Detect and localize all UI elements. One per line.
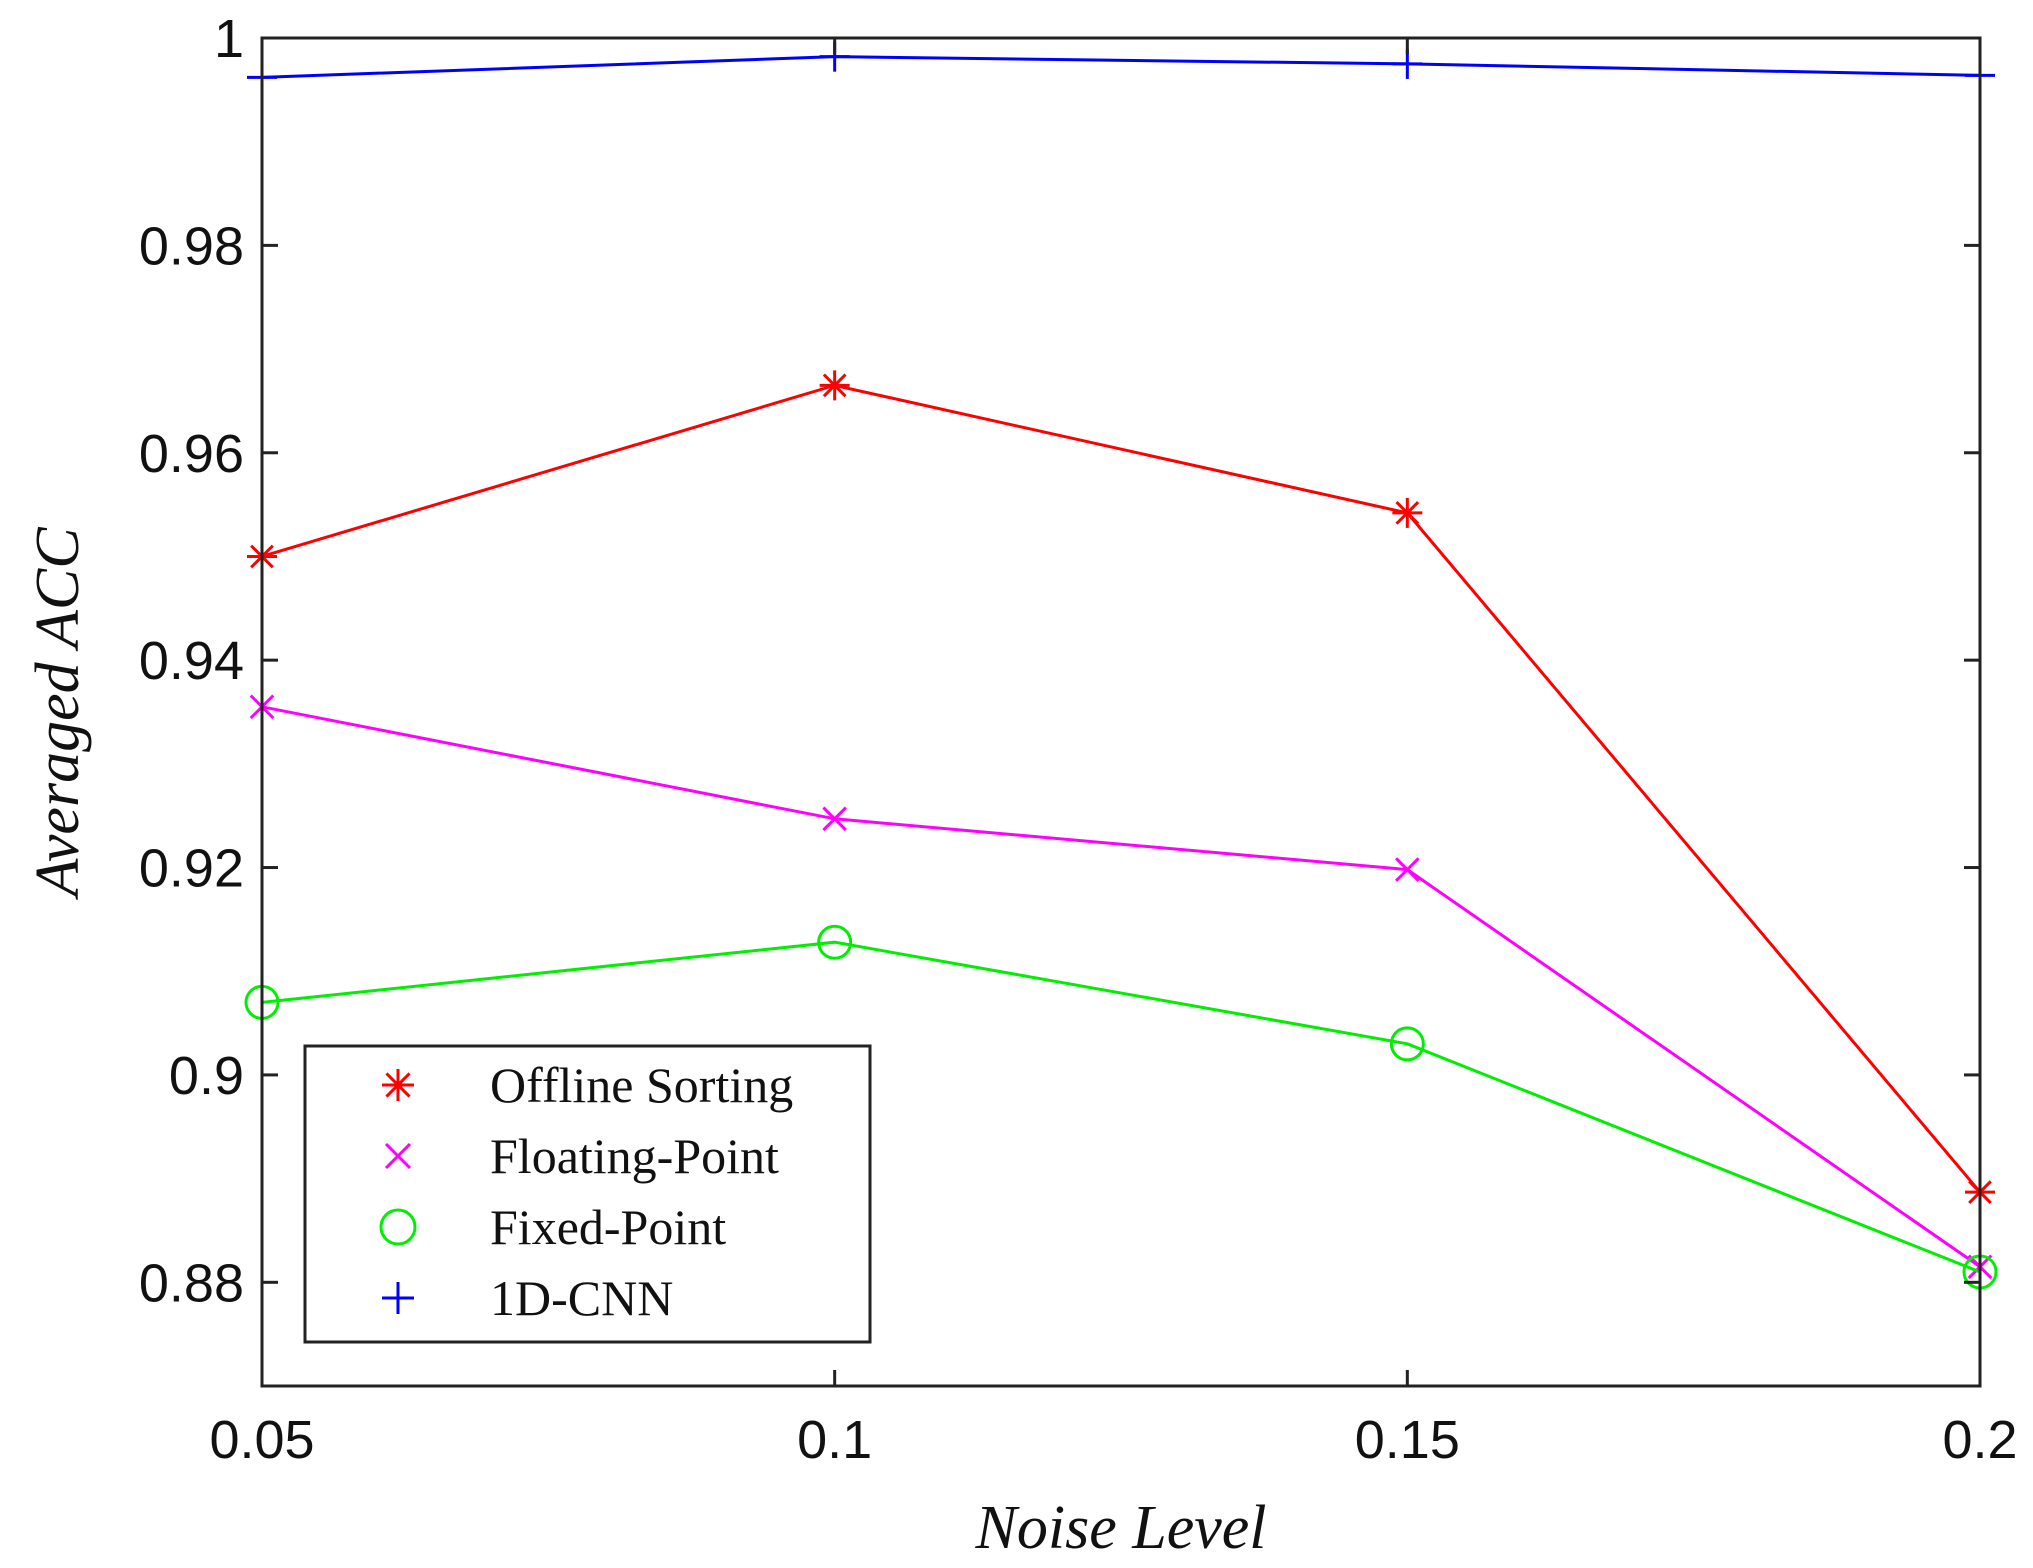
series-line — [261, 940, 1981, 1274]
series-layer — [244, 41, 1998, 1290]
x-tick-label: 0.15 — [1355, 1410, 1460, 1470]
legend-entry: Fixed-Point — [379, 1199, 726, 1255]
data-point — [382, 1069, 414, 1101]
series-line — [261, 55, 1981, 79]
x-tick-label: 0.2 — [1942, 1410, 2017, 1470]
x-tick-label: 0.1 — [797, 1410, 872, 1470]
legend-entry: Offline Sorting — [382, 1057, 793, 1113]
y-tick-label: 0.92 — [139, 839, 244, 899]
x-axis: 0.05 0.1 0.15 0.2 — [209, 38, 2018, 1470]
y-tick-label: 0.98 — [139, 216, 244, 276]
series-line — [261, 705, 1981, 1268]
y-axis: 0.88 0.9 0.92 0.94 0.96 0.98 1 — [139, 9, 1980, 1313]
data-point — [1389, 1026, 1425, 1062]
legend-label: Floating-Point — [490, 1128, 779, 1184]
legend-label: Offline Sorting — [490, 1057, 793, 1113]
data-point — [817, 924, 853, 960]
series-line — [261, 383, 1982, 1194]
legend: Offline Sorting Floating-Point Fixed-Point… — [303, 1044, 872, 1344]
legend-label: 1D-CNN — [490, 1270, 673, 1326]
data-point — [1395, 857, 1420, 882]
y-tick-label: 0.9 — [169, 1046, 244, 1106]
x-tick-label: 0.05 — [209, 1410, 314, 1470]
data-point — [819, 370, 850, 401]
y-tick-label: 0.96 — [139, 424, 244, 484]
data-point — [384, 1142, 412, 1170]
legend-entry: Floating-Point — [384, 1128, 779, 1184]
data-point — [822, 806, 847, 832]
y-tick-label: 0.88 — [139, 1253, 244, 1313]
legend-label: Fixed-Point — [490, 1199, 726, 1255]
legend-entry: 1D-CNN — [382, 1270, 673, 1326]
y-tick-label: 0.94 — [139, 631, 244, 691]
x-axis-title: Noise Level — [975, 1494, 1267, 1562]
data-point — [382, 1282, 414, 1314]
axes-box — [260, 36, 1982, 1388]
data-point — [1392, 497, 1423, 528]
data-point — [379, 1208, 417, 1246]
y-tick-label: 1 — [214, 9, 244, 69]
y-axis-title: Averaged ACC — [24, 527, 92, 901]
